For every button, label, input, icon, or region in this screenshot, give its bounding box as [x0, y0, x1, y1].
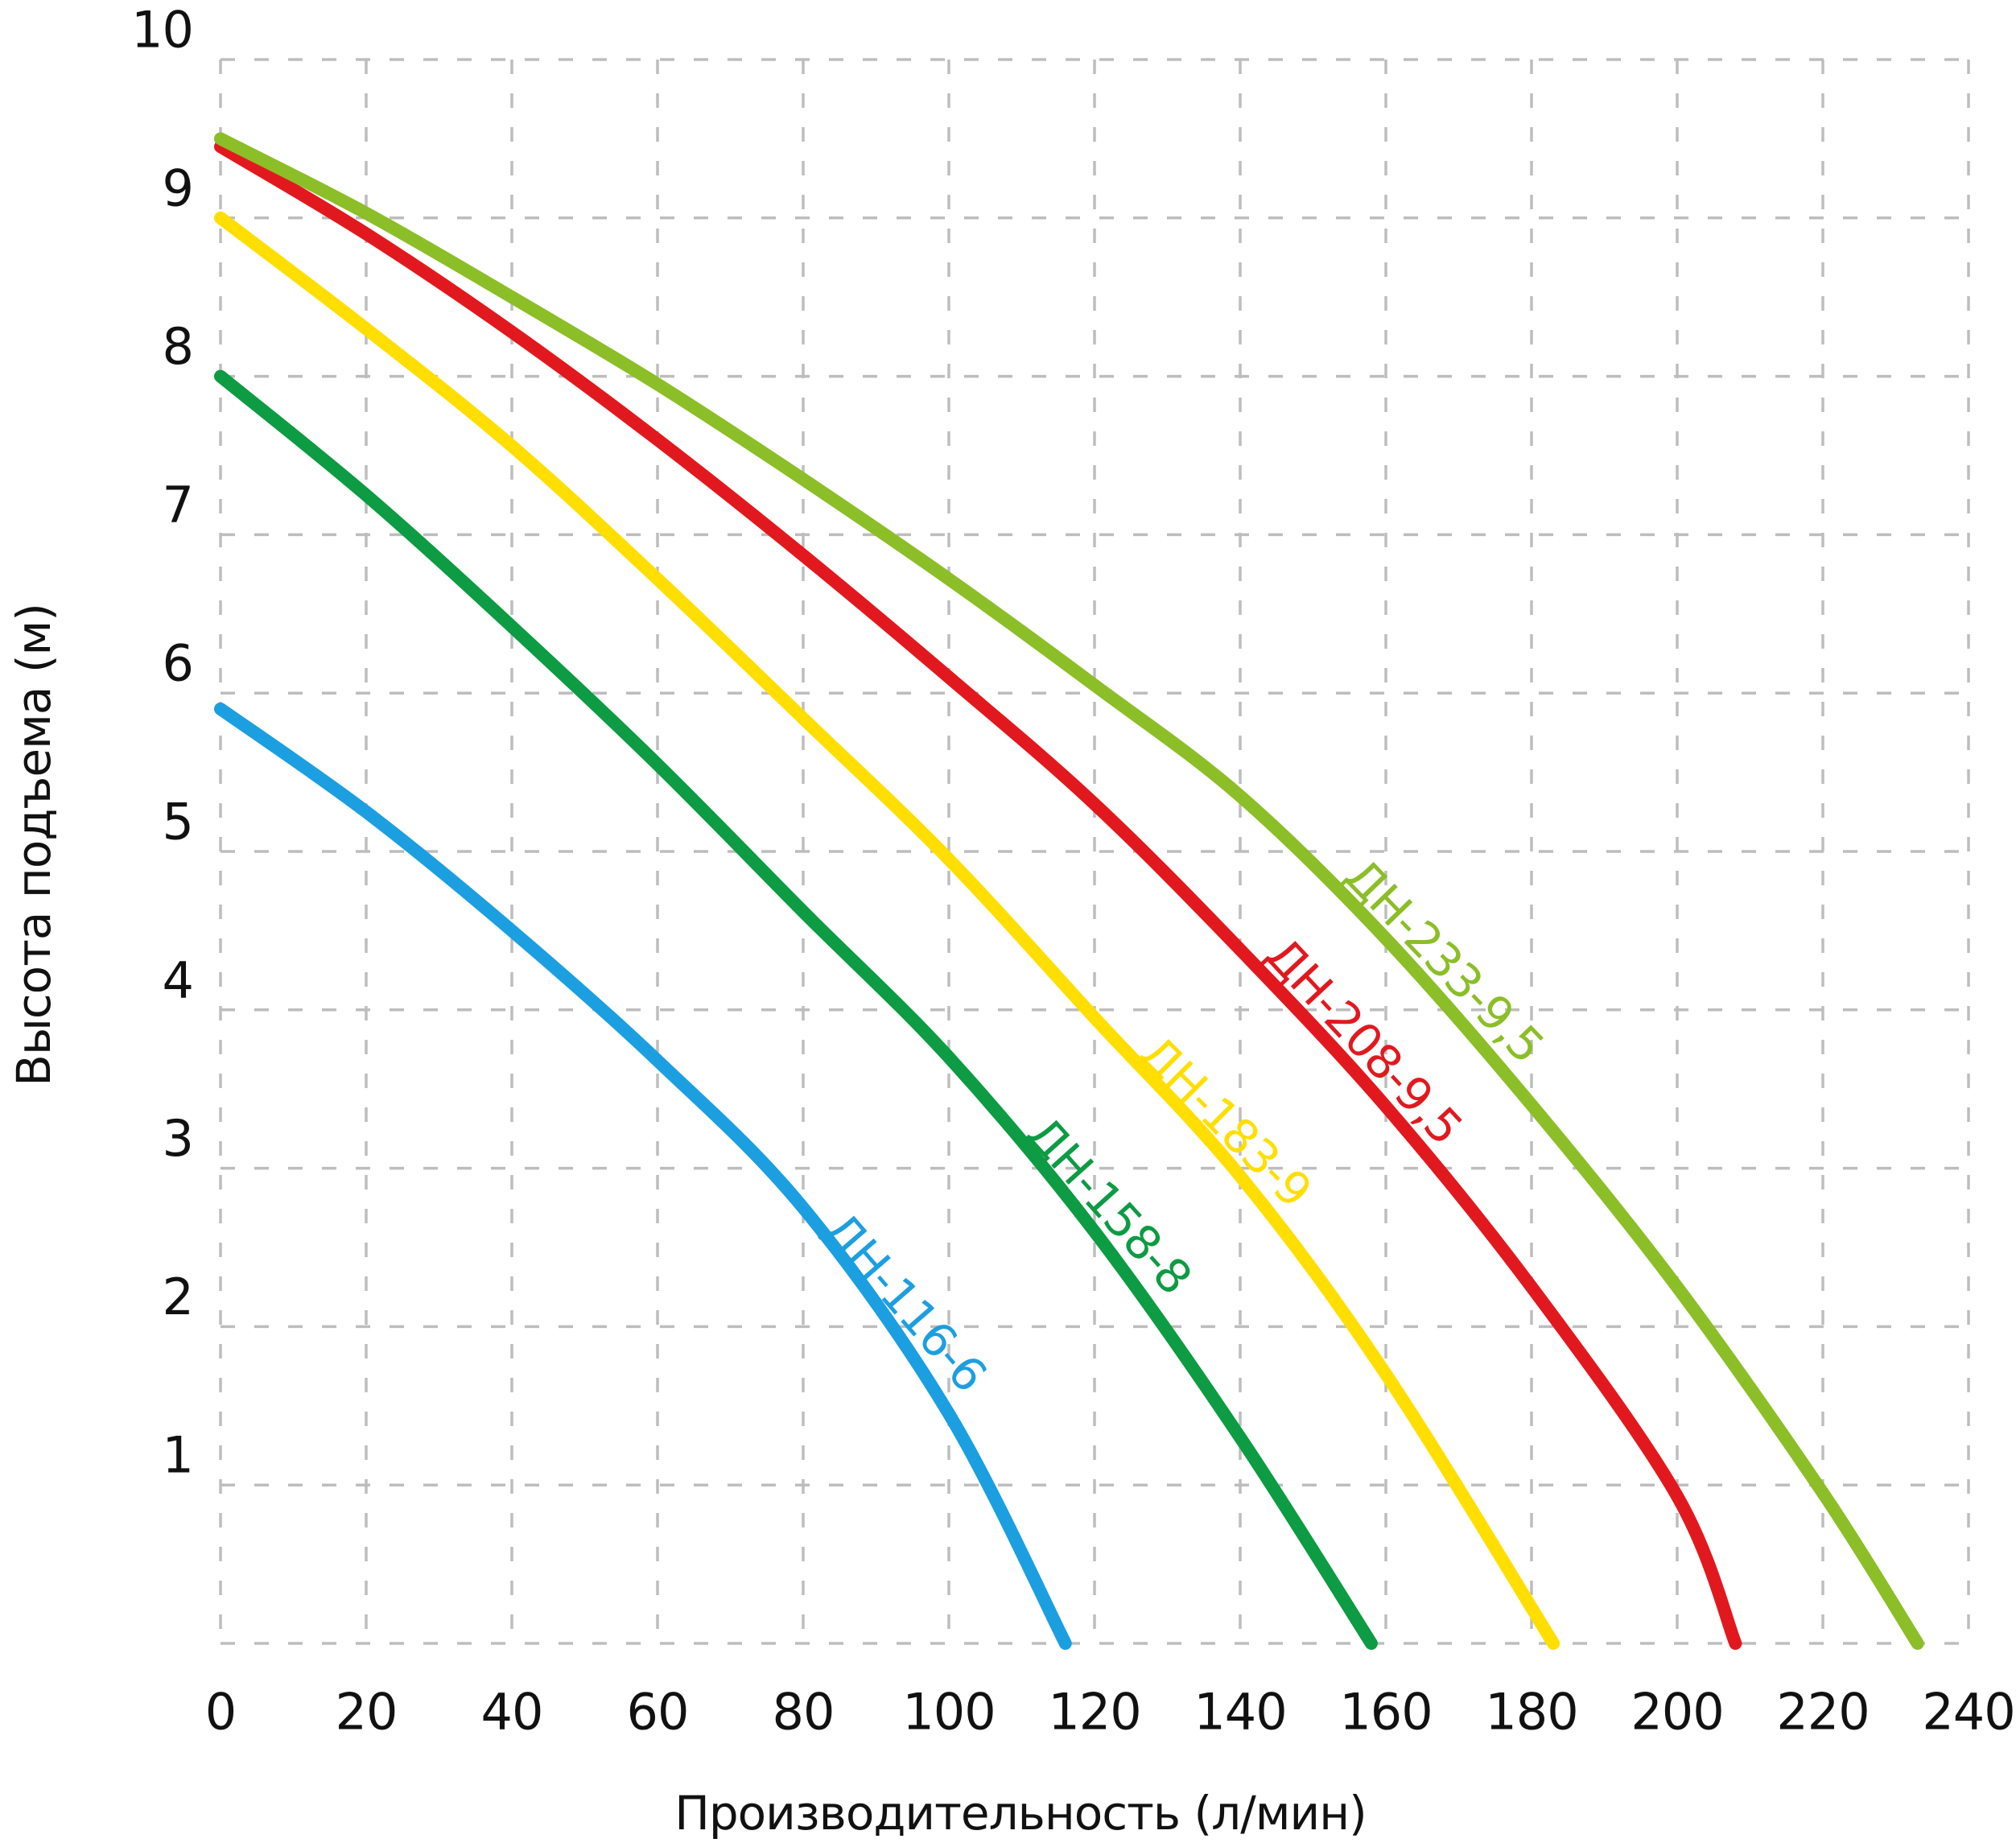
y-axis-title: Высота подъема (м) — [6, 604, 61, 1086]
x-tick-label-240: 240 — [1922, 1683, 2014, 1742]
y-tick-label-5: 5 — [163, 793, 193, 851]
y-tick-label-2: 2 — [163, 1268, 193, 1326]
y-axis-tick-labels: 1 2 3 4 5 6 7 8 9 10 — [131, 1, 194, 1485]
curve-ДН-183-9 — [214, 211, 1560, 1650]
x-tick-label-220: 220 — [1776, 1683, 1869, 1742]
x-tick-label-140: 140 — [1194, 1683, 1286, 1742]
y-tick-label-8: 8 — [163, 317, 193, 376]
grid-lines — [219, 58, 1970, 1645]
x-tick-label-80: 80 — [773, 1683, 835, 1742]
x-tick-label-0: 0 — [205, 1683, 236, 1742]
curve-ДН-116-6 — [214, 702, 1072, 1650]
curve-ДН-158-8 — [214, 369, 1378, 1650]
y-tick-label-6: 6 — [163, 634, 193, 693]
y-tick-label-1: 1 — [163, 1426, 193, 1485]
curve-label-ДН-158-8: ДН-158-8 — [1016, 1107, 1202, 1305]
y-tick-label-3: 3 — [163, 1109, 193, 1168]
x-tick-label-100: 100 — [902, 1683, 995, 1742]
x-axis-tick-labels: 0 20 40 60 80 100 120 140 160 180 200 220 240 — [205, 1683, 2016, 1742]
curve-ДН-208-9,5 — [214, 140, 1742, 1650]
x-tick-label-180: 180 — [1485, 1683, 1577, 1742]
y-tick-label-10: 10 — [131, 1, 193, 60]
curve-label-ДН-183-9: ДН-183-9 — [1129, 1025, 1321, 1218]
curve-labels: ДН-116-6 ДН-158-8ДН-183-9ДН-208-9,5ДН-233… — [813, 848, 1554, 1402]
y-tick-label-4: 4 — [163, 950, 193, 1009]
x-tick-label-120: 120 — [1048, 1683, 1140, 1742]
curve-label-ДН-116-6: ДН-116-6 — [813, 1202, 997, 1403]
x-tick-label-40: 40 — [481, 1683, 543, 1742]
y-tick-label-9: 9 — [163, 159, 193, 217]
x-tick-label-160: 160 — [1339, 1683, 1432, 1742]
x-tick-label-60: 60 — [627, 1683, 689, 1742]
x-axis-title: Производительность (л/мин) — [674, 1786, 1367, 1841]
curve-ДН-233-9,5 — [214, 132, 1924, 1650]
x-tick-label-200: 200 — [1631, 1683, 1723, 1742]
pump-curves — [214, 132, 1924, 1650]
y-tick-label-7: 7 — [163, 476, 193, 534]
x-tick-label-20: 20 — [336, 1683, 398, 1742]
